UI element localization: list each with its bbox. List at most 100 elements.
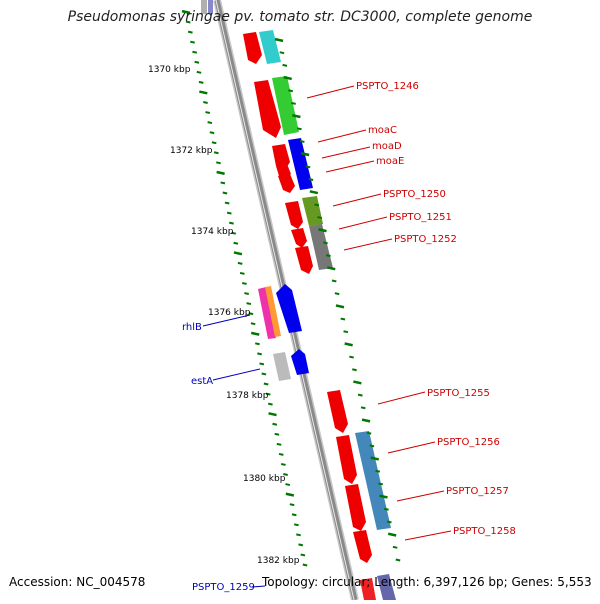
gene-label-pspto-1252[interactable]: PSPTO_1252 — [394, 234, 457, 245]
gene-arrow[interactable] — [336, 435, 357, 484]
minor-tick — [198, 80, 204, 84]
minor-tick — [349, 355, 354, 359]
gene-label-pspto-1250[interactable]: PSPTO_1250 — [383, 189, 446, 200]
cog-block — [273, 352, 291, 381]
minor-tick — [242, 282, 247, 285]
minor-tick — [274, 432, 280, 436]
minor-tick — [279, 51, 285, 55]
gene-arrow[interactable] — [345, 484, 366, 531]
minor-tick — [278, 452, 284, 456]
gene-arrow[interactable] — [327, 390, 348, 433]
minor-tick — [383, 507, 389, 511]
gene-arrow[interactable] — [291, 349, 309, 375]
minor-tick — [282, 63, 288, 67]
gene-label-rhlb[interactable]: rhlB — [182, 322, 202, 333]
major-tick — [318, 228, 327, 233]
minor-tick — [205, 111, 211, 115]
major-tick — [309, 190, 319, 195]
gene-label-pspto-1246[interactable]: PSPTO_1246 — [356, 81, 419, 92]
minor-tick — [302, 563, 308, 567]
minor-tick — [222, 191, 228, 195]
gene-arrow[interactable] — [285, 201, 303, 229]
gene-arrow[interactable] — [291, 228, 307, 248]
minor-tick — [357, 393, 363, 397]
gene-track — [243, 30, 396, 600]
gene-arrow[interactable] — [353, 530, 372, 563]
minor-tick — [216, 161, 221, 165]
gene-labels: PSPTO_1246 moaC moaD moaE PSPTO_1250 PSP… — [182, 81, 516, 593]
gene-arrow[interactable] — [272, 144, 290, 170]
minor-tick — [300, 553, 306, 557]
gene-label-moae[interactable]: moaE — [376, 156, 404, 167]
minor-tick — [254, 342, 260, 346]
minor-tick — [395, 558, 401, 562]
minor-tick — [187, 30, 193, 34]
minor-tick — [257, 352, 262, 356]
label-leaders — [202, 85, 452, 588]
minor-tick — [229, 221, 234, 225]
major-tick — [353, 380, 362, 385]
minor-tick — [263, 382, 269, 386]
cog-block — [259, 30, 281, 64]
minor-tick — [250, 322, 256, 326]
tick-label: 1378 kbp — [226, 391, 269, 401]
gene-label-pspto-1255[interactable]: PSPTO_1255 — [427, 388, 490, 399]
minor-tick — [237, 261, 243, 265]
cog-block — [288, 138, 313, 190]
gene-arrow[interactable] — [278, 174, 295, 193]
minor-tick — [331, 279, 337, 283]
gene-label-pspto-1259[interactable]: PSPTO_1259 — [192, 582, 255, 593]
minor-tick — [375, 469, 381, 473]
major-tick — [181, 9, 191, 15]
minor-tick — [248, 312, 254, 316]
accession-text: Accession: NC_004578 — [9, 575, 146, 589]
gene-arrow[interactable] — [243, 32, 262, 64]
tick-scale — [181, 9, 308, 567]
gene-label-pspto-1256[interactable]: PSPTO_1256 — [437, 437, 500, 448]
gene-arrow[interactable] — [254, 80, 281, 138]
minor-tick — [259, 362, 265, 366]
minor-tick — [276, 442, 282, 446]
minor-tick — [291, 513, 297, 517]
minor-tick — [246, 302, 252, 306]
minor-tick — [185, 20, 191, 24]
minor-tick — [283, 473, 288, 476]
minor-tick — [308, 178, 314, 181]
minor-tick — [378, 482, 384, 486]
minor-tick — [343, 330, 349, 334]
minor-tick — [207, 121, 213, 125]
minor-tick — [289, 503, 295, 507]
outer-scale — [274, 37, 401, 562]
major-tick — [285, 492, 295, 497]
minor-tick — [272, 422, 278, 426]
gene-label-pspto-1257[interactable]: PSPTO_1257 — [446, 486, 509, 497]
minor-tick — [352, 368, 357, 372]
major-tick — [379, 494, 388, 499]
partial-gene-top-2 — [208, 0, 213, 14]
gene-arrow[interactable] — [295, 246, 313, 274]
cog-block — [265, 286, 281, 337]
minor-tick — [296, 533, 301, 537]
gene-label-esta[interactable]: estA — [191, 376, 213, 387]
gene-label-moad[interactable]: moaD — [372, 141, 402, 152]
minor-tick — [190, 40, 195, 44]
gene-label-moac[interactable]: moaC — [368, 125, 397, 136]
minor-tick — [265, 392, 271, 396]
gene-label-pspto-1258[interactable]: PSPTO_1258 — [453, 526, 516, 537]
major-tick — [326, 266, 336, 271]
gene-arrow[interactable] — [360, 578, 376, 600]
major-tick — [370, 456, 380, 461]
page-title: Pseudomonas syringae pv. tomato str. DC3… — [67, 9, 533, 25]
minor-tick — [392, 545, 398, 549]
minor-tick — [323, 241, 328, 245]
gene-label-pspto-1251[interactable]: PSPTO_1251 — [389, 212, 452, 223]
cog-block — [272, 76, 299, 135]
major-tick — [292, 113, 301, 119]
cog-block — [309, 224, 333, 270]
gene-arrow[interactable] — [276, 284, 302, 333]
minor-tick — [192, 50, 198, 54]
major-tick — [233, 251, 243, 256]
minor-tick — [196, 70, 202, 74]
